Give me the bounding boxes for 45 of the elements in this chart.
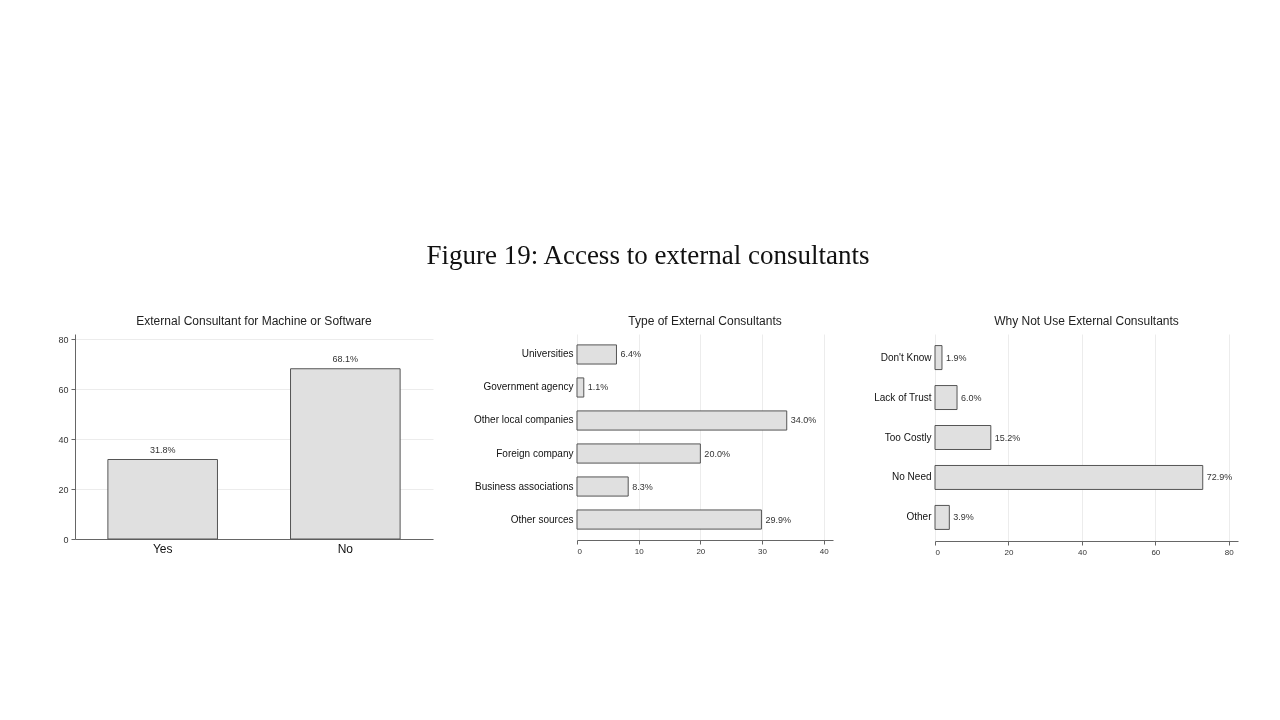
data-label: 29.9% xyxy=(765,514,791,525)
data-label: 1.1% xyxy=(587,382,609,393)
x-tick-label: 0 xyxy=(577,546,583,556)
y-tick-label: Lack of Trust xyxy=(874,391,932,403)
y-tick-label: 20 xyxy=(58,484,69,495)
y-tick-label: 40 xyxy=(58,434,69,445)
x-tick-label: Yes xyxy=(152,541,173,556)
data-label: 6.4% xyxy=(620,349,641,360)
y-tick-label: Other sources xyxy=(510,513,574,525)
y-tick-label: 60 xyxy=(58,384,69,395)
data-label: 1.9% xyxy=(945,352,967,363)
x-tick-label: 40 xyxy=(1077,547,1088,557)
data-label: 31.8% xyxy=(149,444,176,455)
x-tick-label: 20 xyxy=(1004,547,1014,557)
y-tick-label: Don't Know xyxy=(880,351,933,363)
x-tick-label: 60 xyxy=(1151,547,1161,557)
data-label: 15.2% xyxy=(994,432,1021,443)
chart-title: Why Not Use External Consultants xyxy=(994,314,1179,328)
y-tick-label: Business associations xyxy=(475,480,574,492)
x-tick-label: 40 xyxy=(819,546,830,556)
y-tick-label: No Need xyxy=(892,471,932,483)
x-tick-label: 20 xyxy=(696,546,706,556)
y-tick-label: Other xyxy=(906,511,933,523)
y-tick-label: Too Costly xyxy=(884,431,932,443)
data-label: 72.9% xyxy=(1206,472,1233,483)
data-label: 8.3% xyxy=(632,481,653,492)
data-label: 3.9% xyxy=(953,512,974,523)
y-tick-label: 0 xyxy=(63,534,69,545)
x-tick-label: 80 xyxy=(1224,547,1235,557)
x-tick-label: 0 xyxy=(935,547,941,557)
y-tick-label: Other local companies xyxy=(474,414,574,426)
x-tick-label: 30 xyxy=(758,546,768,556)
chart-title: External Consultant for Machine or Software xyxy=(136,314,373,328)
chart-title: Type of External Consultants xyxy=(628,314,782,328)
data-label: 6.0% xyxy=(961,392,982,403)
data-label: 68.1% xyxy=(332,353,359,364)
x-tick-label: No xyxy=(337,541,354,556)
y-tick-label: Foreign company xyxy=(496,447,574,459)
text: Figure 19: Access to external consultants xyxy=(426,240,870,270)
y-tick-label: Universities xyxy=(521,348,574,360)
y-tick-label: 80 xyxy=(58,334,69,345)
data-label: 20.0% xyxy=(704,448,730,459)
data-label: 34.0% xyxy=(790,415,817,426)
y-tick-label: Government agency xyxy=(483,381,574,393)
x-tick-label: 10 xyxy=(634,546,645,556)
